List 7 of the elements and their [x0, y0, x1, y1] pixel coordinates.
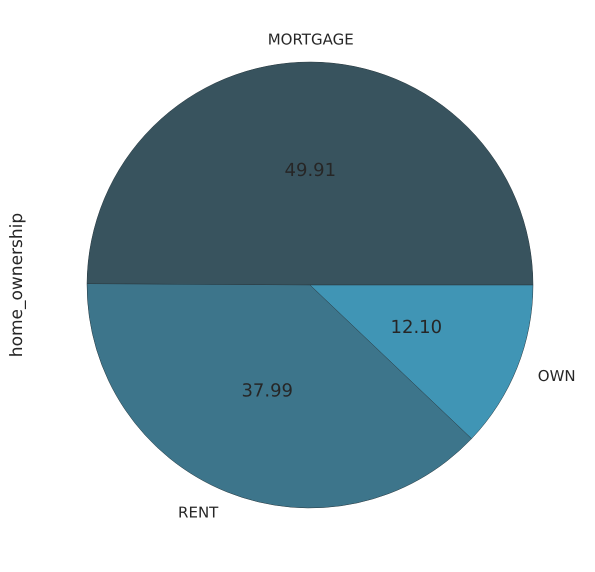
data-label: 49.91	[284, 160, 336, 181]
slice-label: RENT	[178, 504, 220, 522]
text: home_ownership	[7, 212, 27, 358]
slice-label: OWN	[538, 367, 576, 386]
data-label: 37.99	[241, 380, 293, 402]
data-label: 12.10	[390, 316, 442, 338]
slice-label: MORTGAGE	[268, 30, 354, 49]
